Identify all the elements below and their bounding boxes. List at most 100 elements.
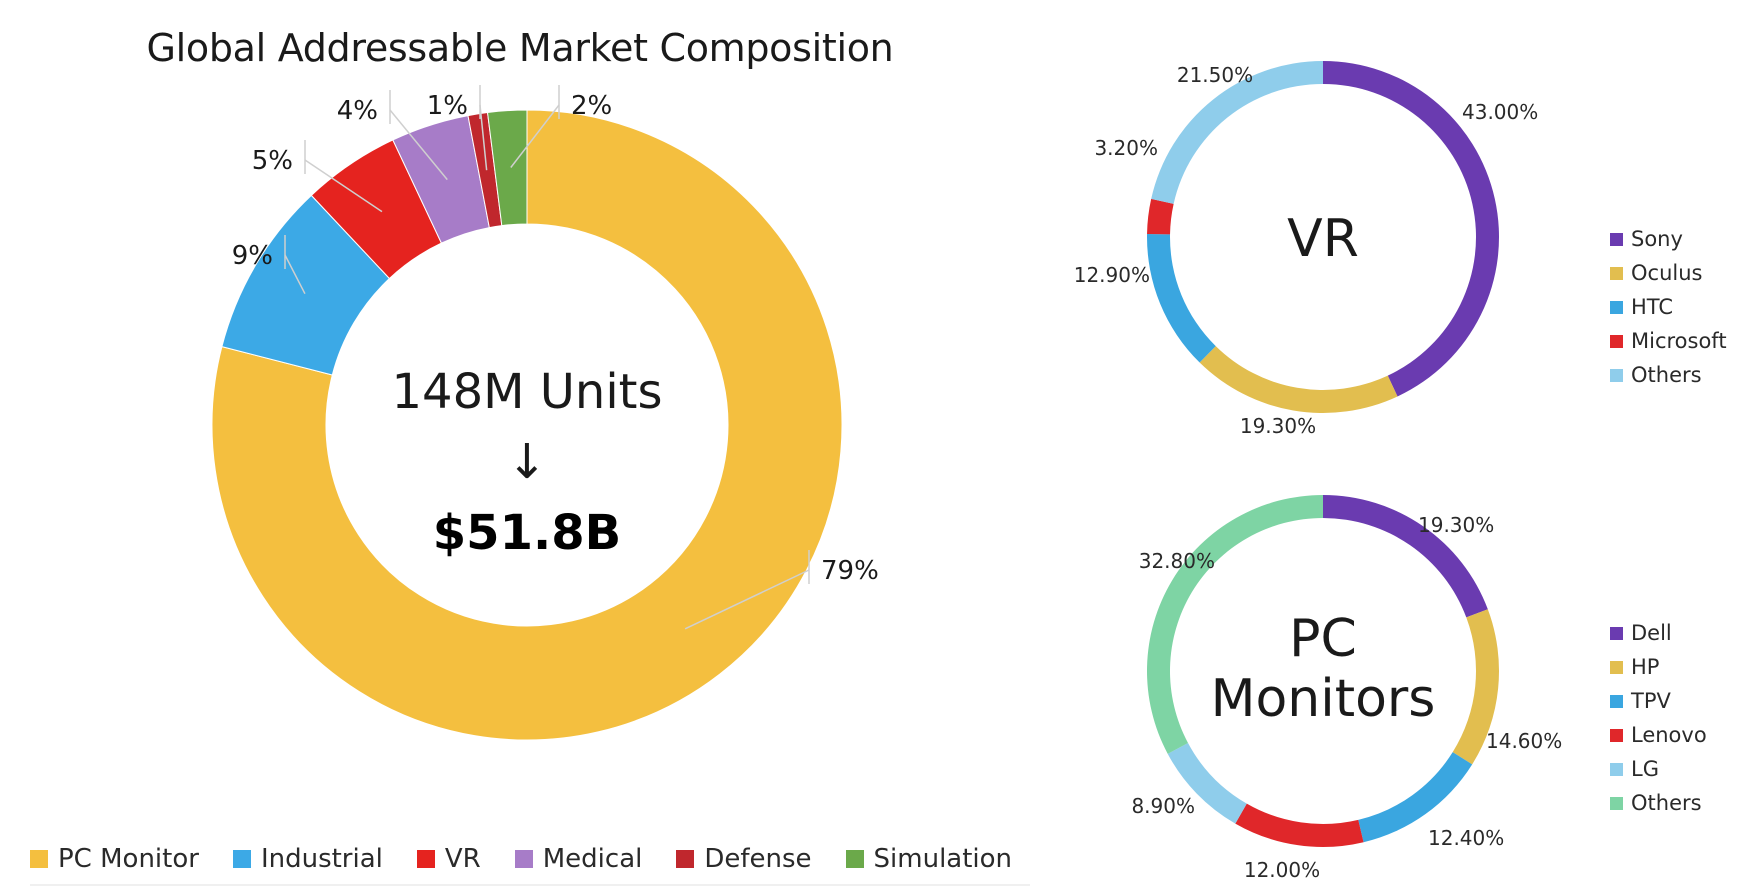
data-label-dell: 19.30% [1418, 513, 1494, 537]
legend-label: PC Monitor [58, 844, 199, 874]
pc-monitors-donut: 19.30% 14.60% 12.40% 12.00% 8.90% 32.80% [1131, 495, 1562, 882]
data-label-oculus: 19.30% [1240, 414, 1316, 438]
leader-line-simulation [510, 104, 560, 168]
legend-item-pc-monitor[interactable]: PC Monitor [30, 844, 199, 874]
legend-label: Simulation [873, 844, 1013, 874]
data-label-industrial: 9% [232, 241, 273, 271]
legend-item-htc[interactable]: HTC [1610, 290, 1727, 324]
legend-item-microsoft[interactable]: Microsoft [1610, 324, 1727, 358]
legend-swatch [1610, 796, 1623, 810]
legend-label: Lenovo [1631, 723, 1707, 747]
legend-label: Others [1631, 791, 1702, 815]
data-label-others: 21.50% [1177, 63, 1253, 87]
vr-donut: 43.00% 19.30% 12.90% 3.20% 21.50% [1074, 61, 1538, 438]
legend-label: TPV [1631, 689, 1671, 713]
legend-label: Microsoft [1631, 329, 1727, 353]
legend-label: Medical [542, 844, 643, 874]
legend-swatch [1610, 266, 1623, 280]
legend-swatch [845, 850, 864, 868]
legend-swatch [416, 850, 435, 868]
legend-item-others[interactable]: Others [1610, 358, 1727, 392]
leader-line-pc-monitor [684, 569, 810, 630]
legend-swatch [1610, 334, 1623, 348]
legend-label: LG [1631, 757, 1659, 781]
slice-others[interactable] [1151, 61, 1323, 204]
slice-lg[interactable] [1167, 743, 1247, 824]
data-label-tpv: 12.40% [1428, 826, 1504, 850]
data-label-lenovo: 12.00% [1244, 858, 1320, 882]
pc-monitors-chart-legend: Dell HP TPV Lenovo LG Others [1610, 616, 1707, 820]
legend-item-tpv[interactable]: TPV [1610, 684, 1707, 718]
data-label-defense: 1% [427, 91, 468, 121]
slice-sony[interactable] [1323, 61, 1500, 397]
leader-line-medical [389, 109, 448, 181]
legend-label: Sony [1631, 227, 1683, 251]
vr-chart-legend: Sony Oculus HTC Microsoft Others [1610, 222, 1727, 392]
data-label-others: 32.80% [1139, 549, 1215, 573]
legend-swatch [1610, 694, 1623, 708]
slice-pc-monitor[interactable] [211, 109, 843, 741]
legend-swatch [1610, 368, 1623, 382]
pc-center-label-line2: Monitors [1211, 669, 1436, 729]
chart-title: Global Addressable Market Composition [146, 26, 894, 70]
legend-label: HTC [1631, 295, 1674, 319]
slice-microsoft[interactable] [1147, 198, 1174, 235]
main-donut [211, 109, 843, 741]
legend-label: Industrial [260, 844, 383, 874]
legend-item-simulation[interactable]: Simulation [845, 844, 1013, 874]
slice-dell[interactable] [1323, 495, 1488, 618]
slice-tpv[interactable] [1358, 752, 1473, 843]
center-units-text: 148M Units [391, 364, 662, 420]
legend-item-vr[interactable]: VR [416, 844, 481, 874]
legend-swatch [232, 850, 251, 868]
legend-swatch [1610, 728, 1623, 742]
legend-label: Defense [704, 844, 812, 874]
leader-line-defense [479, 104, 488, 171]
legend-item-hp[interactable]: HP [1610, 650, 1707, 684]
legend-swatch [1610, 232, 1623, 246]
leader-line-industrial [284, 254, 306, 295]
legend-item-medical[interactable]: Medical [514, 844, 643, 874]
slice-htc[interactable] [1147, 233, 1216, 363]
slice-hp[interactable] [1452, 609, 1499, 765]
slice-simulation[interactable] [486, 109, 528, 227]
legend-item-industrial[interactable]: Industrial [232, 844, 383, 874]
data-label-lg: 8.90% [1131, 794, 1195, 818]
legend-label: VR [444, 844, 481, 874]
data-label-pc-monitor: 79% [821, 556, 879, 586]
slice-others[interactable] [1147, 495, 1323, 754]
arrow-down-icon: ↓ [507, 434, 547, 490]
legend-swatch [1610, 300, 1623, 314]
legend-item-sony[interactable]: Sony [1610, 222, 1727, 256]
data-label-sony: 43.00% [1462, 100, 1538, 124]
data-label-medical: 4% [337, 96, 378, 126]
legend-item-defense[interactable]: Defense [676, 844, 812, 874]
slice-oculus[interactable] [1199, 346, 1398, 413]
legend-item-dell[interactable]: Dell [1610, 616, 1707, 650]
data-label-microsoft: 3.20% [1094, 136, 1158, 160]
legend-swatch [676, 850, 695, 868]
legend-swatch [1610, 660, 1623, 674]
legend-item-oculus[interactable]: Oculus [1610, 256, 1727, 290]
legend-swatch [1610, 626, 1623, 640]
slice-lenovo[interactable] [1235, 803, 1364, 847]
leader-line-vr [304, 159, 383, 213]
pc-center-label-line1: PC [1289, 609, 1357, 669]
center-value-text: $51.8B [433, 505, 621, 561]
bottom-divider [30, 884, 1030, 886]
legend-label: Dell [1631, 621, 1672, 645]
data-label-hp: 14.60% [1486, 729, 1562, 753]
main-chart-legend: PC Monitor Industrial VR Medical Defense Simu… [30, 842, 1046, 876]
data-label-vr: 5% [252, 146, 293, 176]
legend-label: Others [1631, 363, 1702, 387]
vr-center-label: VR [1287, 209, 1359, 269]
legend-swatch [30, 850, 48, 868]
legend-label: HP [1631, 655, 1660, 679]
data-label-htc: 12.90% [1074, 263, 1150, 287]
legend-item-lg[interactable]: LG [1610, 752, 1707, 786]
legend-swatch [514, 850, 533, 868]
legend-label: Oculus [1631, 261, 1703, 285]
legend-item-lenovo[interactable]: Lenovo [1610, 718, 1707, 752]
legend-item-others[interactable]: Others [1610, 786, 1707, 820]
